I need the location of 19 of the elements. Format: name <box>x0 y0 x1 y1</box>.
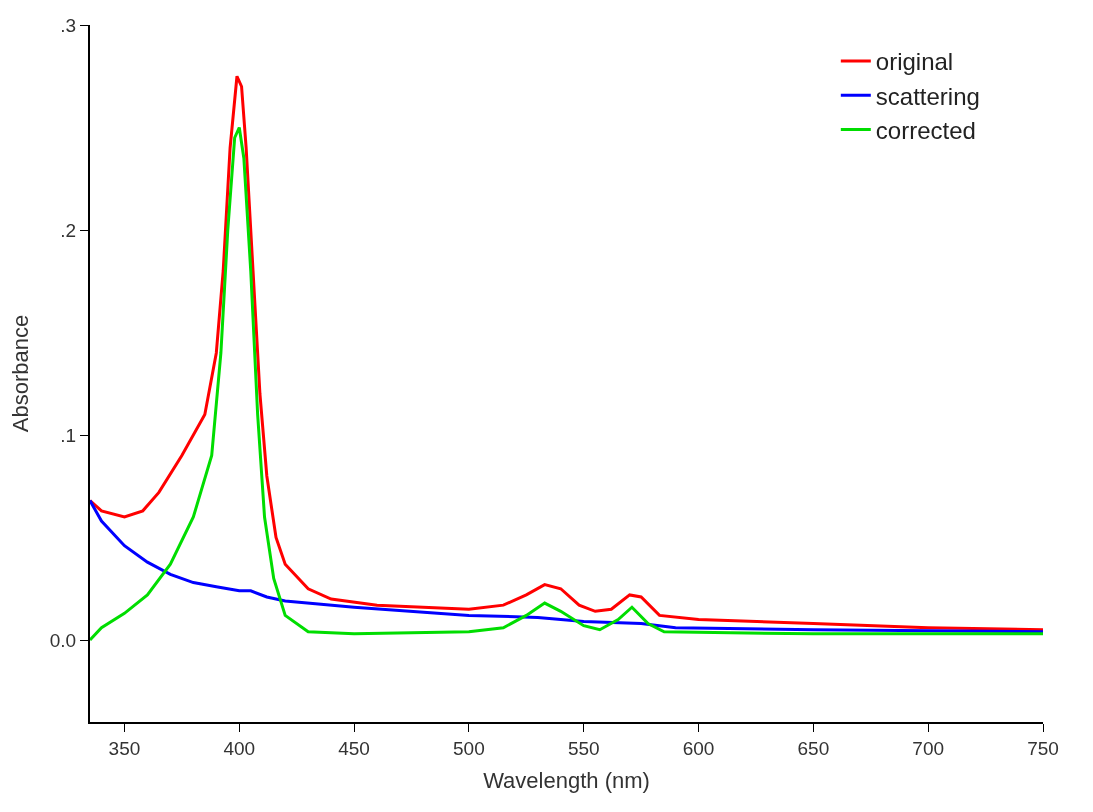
x-axis-title: Wavelength (nm) <box>483 768 650 794</box>
x-tick-label: 650 <box>797 737 830 759</box>
x-tick-label: 450 <box>338 737 370 759</box>
x-tick-label: 600 <box>682 737 715 759</box>
x-tick-label: 500 <box>453 737 485 759</box>
legend-label: corrected <box>875 116 976 144</box>
y-tick-label: .2 <box>60 219 77 241</box>
y-tick-label: .3 <box>60 14 77 36</box>
legend-label: scattering <box>875 82 980 110</box>
y-tick-label: 0.0 <box>49 629 77 651</box>
x-tick-label: 750 <box>1027 737 1059 759</box>
y-tick-label: .1 <box>60 424 77 446</box>
x-tick-label: 350 <box>108 737 141 759</box>
y-axis-title: Absorbance <box>8 314 34 433</box>
x-tick-label: 400 <box>223 737 256 759</box>
legend-label: original <box>875 48 954 76</box>
x-tick-label: 700 <box>912 737 945 759</box>
line-series <box>90 499 1043 634</box>
x-tick-label: 550 <box>567 737 600 759</box>
